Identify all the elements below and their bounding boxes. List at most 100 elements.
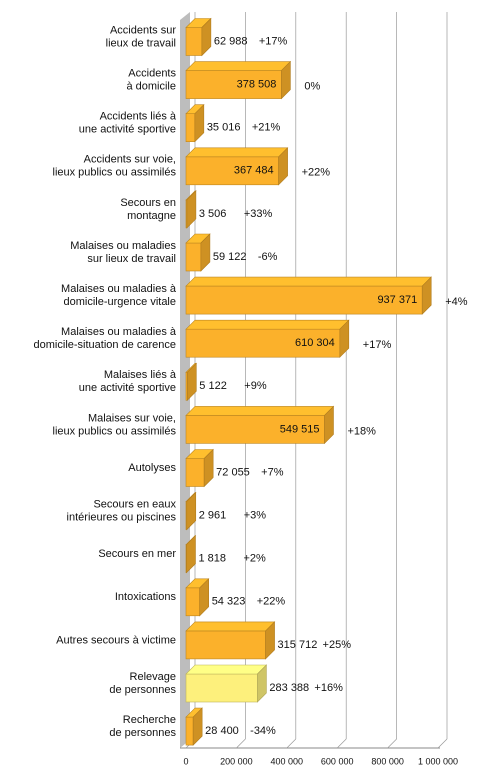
category-label: lieux publics ou assimilés xyxy=(53,425,177,437)
bar-top xyxy=(185,276,432,287)
change-label: +7% xyxy=(261,466,284,478)
change-label: +18% xyxy=(347,425,376,437)
category-label: Autres secours à victime xyxy=(56,634,176,646)
category-label: Secours en xyxy=(120,197,176,209)
value-label: 549 515 xyxy=(280,423,320,435)
category-label: Secours en eaux xyxy=(93,499,176,511)
tick-mark xyxy=(236,738,246,749)
category-label: Malaises ou maladies à xyxy=(61,283,177,295)
bar-top xyxy=(185,147,289,158)
value-label: 54 323 xyxy=(212,596,246,608)
value-label: 59 122 xyxy=(213,251,247,263)
category-label: lieux de travail xyxy=(106,37,176,49)
category-label: Relevage xyxy=(130,671,176,683)
value-label: 610 304 xyxy=(295,337,335,349)
value-label: 28 400 xyxy=(205,725,239,737)
category-label: Malaises ou maladies xyxy=(70,240,176,252)
bar xyxy=(185,458,205,487)
bar-side xyxy=(186,534,196,574)
category-label: Intoxications xyxy=(115,591,177,603)
category-label: sur lieux de travail xyxy=(87,253,176,265)
value-label: 3 506 xyxy=(199,208,227,220)
change-label: +16% xyxy=(314,682,343,694)
change-label: +9% xyxy=(244,380,267,392)
category-label: Recherche xyxy=(123,714,176,726)
change-label: 0% xyxy=(304,81,320,93)
change-label: +4% xyxy=(445,296,468,308)
bar xyxy=(185,27,203,56)
tick-mark xyxy=(336,738,347,749)
bar-side xyxy=(278,147,288,186)
bar xyxy=(185,673,258,703)
bar-top xyxy=(185,664,268,675)
category-label: Secours en mer xyxy=(98,548,176,560)
tick-mark xyxy=(437,738,448,749)
value-label: 1 818 xyxy=(198,553,226,565)
bar-side xyxy=(199,578,209,617)
category-label: intérieures ou piscines xyxy=(67,512,177,524)
bar-side xyxy=(257,664,267,703)
bar-top xyxy=(185,319,350,330)
bar-side xyxy=(200,233,211,272)
bar-side xyxy=(186,491,197,531)
category-label: Malaises ou maladies à xyxy=(61,326,177,338)
value-label: 72 055 xyxy=(216,466,250,478)
category-label: une activité sportive xyxy=(79,382,176,394)
category-label: Accidents xyxy=(128,68,176,80)
x-tick-label: 200 000 xyxy=(220,756,253,766)
category-label: Accidents liés à xyxy=(100,111,177,123)
bar-side xyxy=(421,276,432,315)
category-label: Malaises liés à xyxy=(104,369,177,381)
bar-top xyxy=(185,61,292,71)
change-label: +3% xyxy=(244,510,267,522)
category-label: Accidents sur xyxy=(110,24,176,36)
value-label: 378 508 xyxy=(237,79,277,91)
x-tick-label: 600 000 xyxy=(321,756,354,766)
bar-side xyxy=(203,448,214,488)
x-tick-label: 1 000 000 xyxy=(418,756,458,766)
change-label: +2% xyxy=(243,553,266,565)
bar xyxy=(185,156,279,186)
change-label: +17% xyxy=(259,35,288,47)
bar-top xyxy=(185,406,335,416)
bar xyxy=(185,113,196,142)
value-label: 283 388 xyxy=(269,682,309,694)
value-label: 62 988 xyxy=(214,35,248,47)
bar-side xyxy=(192,707,203,746)
category-label: une activité sportive xyxy=(79,124,176,136)
bar xyxy=(185,587,200,617)
category-label: domicile-situation de carence xyxy=(34,339,176,351)
change-label: +22% xyxy=(302,167,331,179)
value-label: 367 484 xyxy=(234,165,274,177)
bar-side xyxy=(339,319,350,358)
category-label: Autolyses xyxy=(128,462,176,474)
x-tick-label: 0 xyxy=(183,756,188,766)
change-label: +21% xyxy=(252,122,281,134)
category-label: de personnes xyxy=(109,727,176,739)
value-label: 35 016 xyxy=(207,122,241,134)
change-label: -34% xyxy=(250,725,276,737)
bar-side xyxy=(201,17,212,57)
x-tick-label: 800 000 xyxy=(371,756,404,766)
category-label: lieux publics ou assimilés xyxy=(53,167,177,179)
value-label: 5 122 xyxy=(199,380,227,392)
bar-side xyxy=(194,103,205,143)
bar-side xyxy=(281,60,291,100)
x-tick-label: 400 000 xyxy=(271,756,304,766)
bar-top xyxy=(185,621,276,632)
bar xyxy=(185,630,266,660)
change-label: +17% xyxy=(363,339,392,351)
bar-side xyxy=(265,621,275,660)
category-label: Malaises sur voie, xyxy=(88,412,176,424)
value-label: 2 961 xyxy=(199,510,227,522)
change-label: +25% xyxy=(323,639,352,651)
category-label: de personnes xyxy=(109,684,176,696)
category-label: Accidents sur voie, xyxy=(84,154,176,166)
value-label: 315 712 xyxy=(278,639,318,651)
bar-side xyxy=(186,190,197,229)
tick-mark xyxy=(387,738,397,749)
value-label: 937 371 xyxy=(377,294,417,306)
bar xyxy=(185,242,202,272)
bar xyxy=(185,716,194,746)
